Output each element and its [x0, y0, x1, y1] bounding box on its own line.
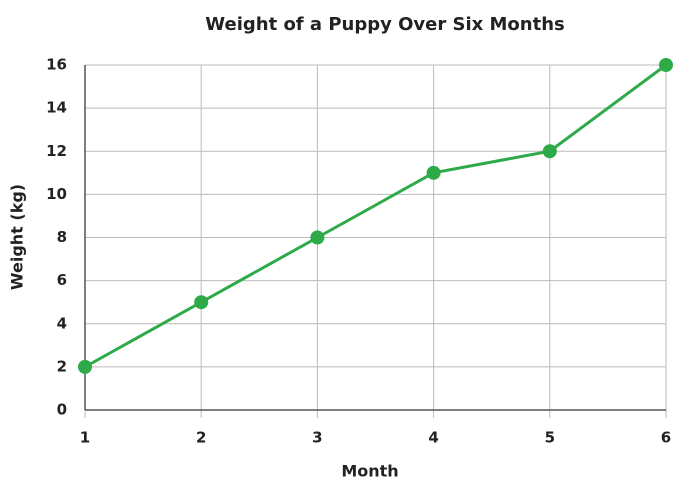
y-tick-label: 0 [57, 401, 67, 419]
x-axis-label: Month [341, 462, 398, 481]
y-tick-label: 16 [46, 56, 67, 74]
x-tick-label: 3 [312, 429, 322, 447]
data-point [78, 359, 92, 374]
data-line [84, 63, 667, 369]
x-tick-label: 4 [428, 429, 438, 447]
y-tick-label: 6 [57, 271, 67, 289]
y-tick-label: 10 [46, 185, 67, 203]
x-tick-label: 6 [661, 429, 671, 447]
y-tick-label: 4 [57, 314, 67, 332]
data-point [194, 295, 209, 310]
x-tick-label: 2 [196, 429, 206, 447]
y-tick-label: 2 [57, 357, 67, 375]
data-point [542, 144, 557, 159]
y-tick-label: 12 [46, 142, 67, 160]
y-tick-label: 14 [46, 99, 67, 117]
y-tick-label: 8 [57, 228, 67, 246]
data-point [310, 230, 325, 245]
chart-title: Weight of a Puppy Over Six Months [205, 14, 564, 35]
y-axis-label: Weight (kg) [8, 184, 27, 290]
data-point [659, 58, 673, 72]
x-tick-label: 5 [545, 429, 555, 447]
x-tick-label: 1 [80, 429, 90, 447]
data-point [426, 165, 441, 180]
